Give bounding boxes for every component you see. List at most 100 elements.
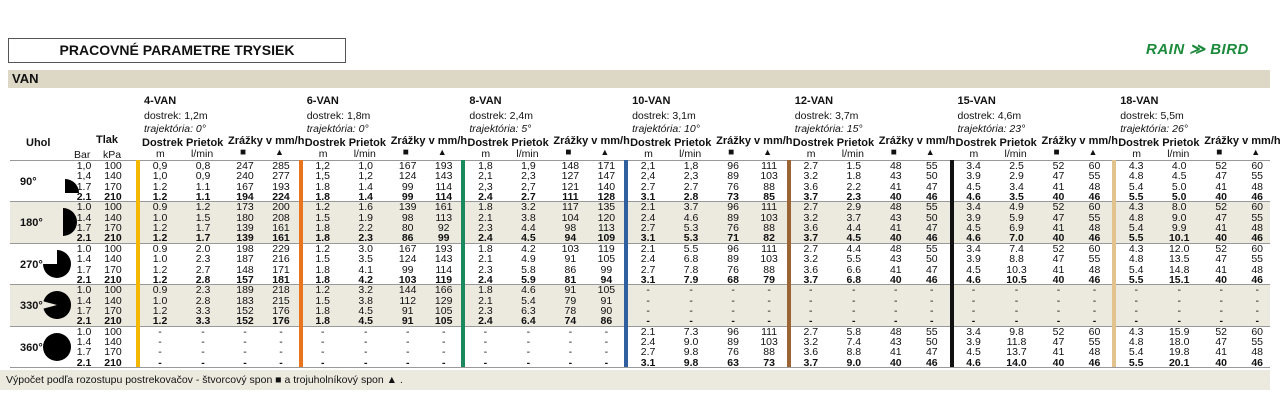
precip-triangle-value: 48 xyxy=(1251,263,1264,276)
precip-square-value: 144 xyxy=(398,284,417,297)
precip-square-value: - xyxy=(405,335,410,348)
range-value: 4.8 xyxy=(1128,211,1144,224)
range-value: - xyxy=(809,304,813,317)
precip-triangle-value: - xyxy=(1255,294,1259,307)
header-kpa: kPa xyxy=(103,149,122,161)
header-precipitation: Zrážky v mm/h xyxy=(1204,135,1280,147)
range-value: 1.8 xyxy=(315,191,330,204)
range-value: 1.8 xyxy=(478,201,493,214)
range-value: 1.0 xyxy=(152,294,168,307)
precip-square-value: - xyxy=(1056,284,1061,297)
logo-text-right: BIRD xyxy=(1210,41,1249,58)
flow-value: 5.0 xyxy=(1171,180,1187,193)
nozzle-name: 4-VAN xyxy=(144,95,177,107)
precip-square-value: 104 xyxy=(561,211,580,224)
nozzle-color-bar xyxy=(298,160,303,367)
range-value: - xyxy=(320,356,325,369)
pressure-bar: 1.7 xyxy=(76,263,92,276)
range-value: - xyxy=(809,284,813,297)
precip-square-value: 76 xyxy=(727,263,739,276)
flow-value: - xyxy=(1014,304,1019,317)
precip-square-value: 86 xyxy=(564,263,577,276)
header-range: Dostrek xyxy=(792,137,834,149)
nozzle-name: 12-VAN xyxy=(794,95,834,107)
angle-label-0: 90° xyxy=(20,176,37,188)
precip-triangle-value: - xyxy=(441,346,446,359)
precip-triangle-value: 215 xyxy=(272,294,290,307)
precip-square-value: 96 xyxy=(727,201,739,214)
nozzle-color-bar xyxy=(624,160,629,367)
precip-square-value: 52 xyxy=(1215,201,1228,214)
precip-triangle-value: 224 xyxy=(272,191,290,204)
precip-triangle-value: 73 xyxy=(763,356,775,369)
nozzle-range: dostrek: 3,1m xyxy=(632,110,696,122)
precip-square-value: 124 xyxy=(398,170,417,183)
pressure-bar: 2.1 xyxy=(76,273,92,286)
range-value: - xyxy=(158,325,162,338)
pressure-kpa: 170 xyxy=(104,180,122,193)
range-value: - xyxy=(320,325,325,338)
flow-value: 6.6 xyxy=(846,263,862,276)
precip-triangle-value: 47 xyxy=(925,180,938,193)
flow-value: 3.7 xyxy=(846,211,862,224)
precip-square-value: 86 xyxy=(401,232,414,245)
precip-triangle-value: - xyxy=(767,284,771,297)
pressure-bar: 1.4 xyxy=(76,253,92,266)
header-flow-unit: l/min xyxy=(1167,148,1190,160)
range-value: 2.1 xyxy=(478,253,493,266)
range-value: 4.3 xyxy=(1128,242,1144,255)
flow-value: - xyxy=(201,346,205,359)
precip-square-value: 139 xyxy=(398,201,417,214)
precip-triangle-value: - xyxy=(930,284,934,297)
range-value: 1.2 xyxy=(152,180,168,193)
precip-square-value: 63 xyxy=(727,356,739,369)
precip-triangle-value: 46 xyxy=(1251,356,1264,369)
flow-value: 3.3 xyxy=(195,315,211,328)
precip-triangle-value: - xyxy=(441,325,446,338)
precip-square-value: 152 xyxy=(236,315,254,328)
range-value: 2.4 xyxy=(640,211,656,224)
precip-triangle-value: 48 xyxy=(1251,180,1264,193)
flow-value: 2.9 xyxy=(1009,170,1024,183)
flow-value: 1,8 xyxy=(683,160,699,172)
range-value: 3.1 xyxy=(640,191,656,204)
precip-triangle-value: - xyxy=(767,294,771,307)
precip-square-value: 157 xyxy=(236,273,254,286)
precip-triangle-value: - xyxy=(604,346,609,359)
range-value: 4.3 xyxy=(1128,325,1144,338)
precip-square-value: 47 xyxy=(1215,170,1228,183)
header-precipitation: Zrážky v mm/h xyxy=(553,135,630,147)
flow-value: 7.9 xyxy=(683,273,699,286)
flow-value: 14.0 xyxy=(1006,356,1027,369)
range-value: - xyxy=(1134,304,1138,317)
precip-square-value: 198 xyxy=(236,242,254,255)
precip-triangle-value: 55 xyxy=(925,325,938,338)
precip-square-value: 41 xyxy=(1052,222,1065,235)
flow-value: 5.0 xyxy=(1171,191,1187,204)
range-value: 3.2 xyxy=(803,253,819,266)
square-spacing-icon: ■ xyxy=(890,147,897,158)
precip-square-value: 139 xyxy=(236,232,254,245)
flow-value: 1.5 xyxy=(195,211,211,224)
precip-triangle-value: 113 xyxy=(598,222,615,235)
precip-triangle-value: 193 xyxy=(272,180,290,193)
precip-triangle-value: 86 xyxy=(600,315,613,328)
pressure-kpa: 210 xyxy=(104,191,122,204)
nozzle-trajectory: trajektória: 23° xyxy=(957,123,1026,135)
range-value: 3.7 xyxy=(803,273,819,286)
precip-square-value: 91 xyxy=(564,253,577,266)
range-value: 1.8 xyxy=(315,232,330,245)
precip-triangle-value: 111 xyxy=(761,242,778,255)
precip-triangle-value: - xyxy=(930,315,934,328)
precip-square-value: - xyxy=(894,315,898,328)
range-value: 3.4 xyxy=(966,160,981,172)
flow-value: - xyxy=(852,304,856,317)
range-value: - xyxy=(646,315,650,328)
flow-value: 3.8 xyxy=(358,294,373,307)
precip-triangle-value: - xyxy=(279,346,283,359)
flow-value: 6.9 xyxy=(1009,222,1024,235)
precip-triangle-value: 55 xyxy=(925,160,938,172)
precip-square-value: 41 xyxy=(889,222,902,235)
range-value: 5.4 xyxy=(1128,346,1144,359)
flow-value: 1.7 xyxy=(195,222,211,235)
